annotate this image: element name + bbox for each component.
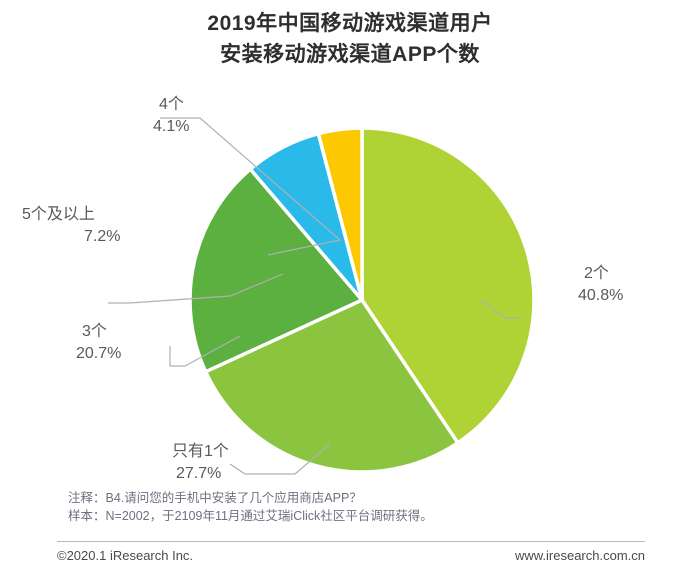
data-label-one-category: 只有1个 xyxy=(172,443,229,460)
pie-slice-3[interactable] xyxy=(188,167,364,374)
leader-line-2 xyxy=(479,299,522,319)
data-label-one-percent: 27.7% xyxy=(176,465,222,482)
data-label-five-plus-percent: 7.2% xyxy=(84,228,121,245)
data-label-two-category: 2个 xyxy=(584,265,609,282)
pie-slice-5[interactable] xyxy=(316,126,364,302)
data-label-four-category: 4个 xyxy=(159,96,184,113)
leader-line-4 xyxy=(160,117,342,256)
data-label-one: 只有1个 27.7% xyxy=(172,441,229,485)
title-line-1: 2019年中国移动游戏渠道用户 xyxy=(207,12,493,35)
leader-line-5plus xyxy=(108,273,284,304)
pie-chart-svg xyxy=(108,117,536,475)
chart-notes: 注释：B4.请问您的手机中安装了几个应用商店APP？ 样本：N=2002，于21… xyxy=(68,489,433,525)
pie-chart-area: 4个 4.1% 5个及以上 7.2% 3个 20.7% 只有1个 27.7% 2… xyxy=(0,78,700,482)
leader-line-1 xyxy=(229,443,331,475)
footer-divider xyxy=(57,541,645,542)
note-line-1: 注释：B4.请问您的手机中安装了几个应用商店APP？ xyxy=(68,491,362,505)
data-label-three: 3个 20.7% xyxy=(76,321,121,365)
data-label-four: 4个 4.1% xyxy=(153,94,189,138)
pie-slices xyxy=(188,126,536,474)
leader-lines xyxy=(108,117,522,475)
title-line-2: 安装移动游戏渠道APP个数 xyxy=(220,43,480,66)
page-title: 2019年中国移动游戏渠道用户 安装移动游戏渠道APP个数 xyxy=(0,8,700,70)
data-label-five-plus-category: 5个及以上 xyxy=(22,206,95,223)
leader-line-3 xyxy=(169,335,241,367)
data-label-four-percent: 4.1% xyxy=(153,118,190,135)
data-label-five-plus: 5个及以上 7.2% xyxy=(22,204,120,248)
copyright-text: ©2020.1 iResearch Inc. xyxy=(57,548,194,563)
note-line-2: 样本：N=2002，于2109年11月通过艾瑞iClick社区平台调研获得。 xyxy=(68,509,433,523)
pie-slice-1[interactable] xyxy=(360,126,536,445)
data-label-three-percent: 20.7% xyxy=(76,345,122,362)
data-label-two: 2个 40.8% xyxy=(578,263,623,307)
footer: ©2020.1 iResearch Inc. www.iresearch.com… xyxy=(57,548,645,570)
website-link[interactable]: www.iresearch.com.cn xyxy=(514,548,645,563)
data-label-three-category: 3个 xyxy=(82,323,107,340)
data-label-two-percent: 40.8% xyxy=(578,287,624,304)
